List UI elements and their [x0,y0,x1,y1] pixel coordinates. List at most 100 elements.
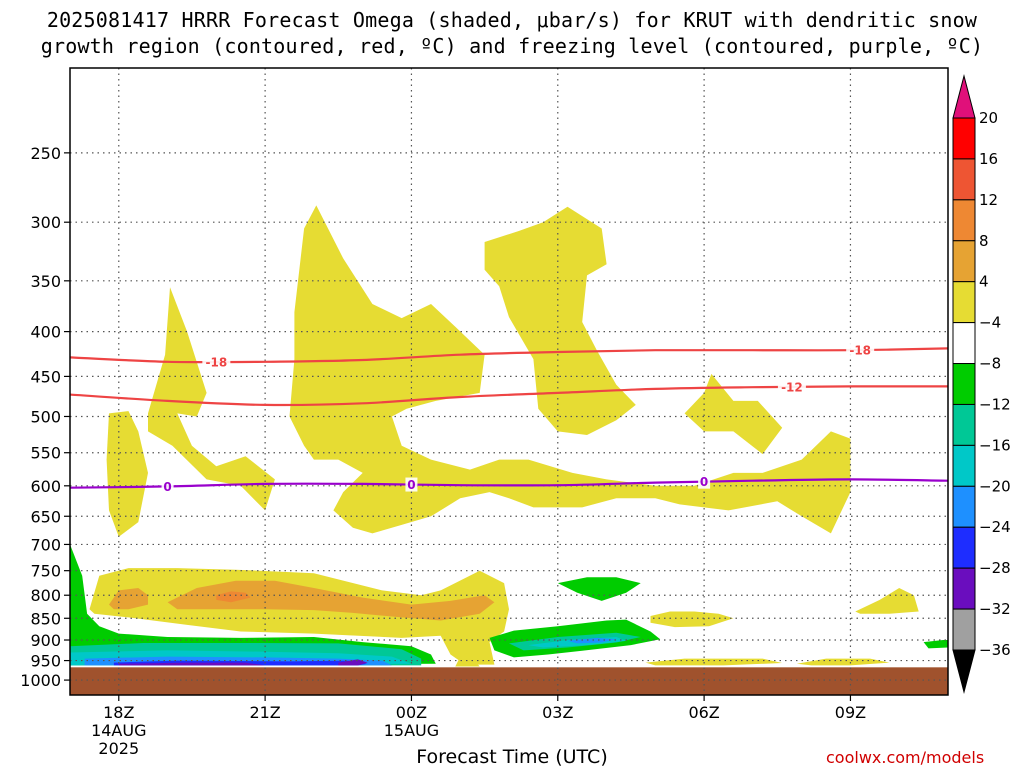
terrain-rect [70,667,948,695]
contour-label-bg-2-2 [698,474,711,489]
colorbar-swatch-4 [952,281,976,324]
omega-region-3 [484,206,636,435]
contour-label-2-2: 0 [700,475,708,489]
contour-label-bg-0-1 [846,342,875,357]
colorbar-label-4: 4 [979,273,989,291]
y-tick-label-600: 600 [30,477,61,496]
colorbar-swatch-1 [952,158,976,201]
colorbar-top-arrow [952,74,976,119]
y-tick-label-300: 300 [30,213,61,232]
colorbar: 20 16 12 8 4 −4 −8 −12 −16 −20 −24 −28 −32 −36 [952,74,1011,694]
x-tick-label-21Z-1: 21Z [249,703,280,722]
plot-frame [69,67,949,696]
grid-lines [70,68,948,695]
contour-label-bg-0-0 [202,354,231,369]
colorbar-label-8: −16 [979,436,1011,454]
colorbar-swatch-11 [952,567,976,610]
omega-region-17 [923,640,948,649]
colorbar-label-3: 8 [979,232,989,250]
y-tick-label-550: 550 [30,444,61,463]
contour-label-0-1: -18 [849,343,871,357]
contour-line-0 [69,347,949,364]
x-tick-label-18Z-2: 14AUG [91,721,146,740]
colorbar-label-1: 16 [979,150,998,168]
colorbar-swatch-0 [952,117,976,160]
colorbar-label-12: −32 [979,600,1011,618]
x-tick-label-03Z-1: 03Z [542,703,573,722]
omega-region-9 [796,658,890,666]
colorbar-swatch-6 [952,363,976,405]
y-tick-label-650: 650 [30,507,61,526]
contour-label-1-0: -12 [781,380,803,394]
y-tick-label-750: 750 [30,562,61,581]
omega-region-13 [455,652,480,667]
y-tick-label-900: 900 [30,631,61,650]
contour-lines: -18 -18 -12 0 0 0 [69,342,949,494]
colorbar-label-5: −4 [979,314,1001,332]
colorbar-label-9: −20 [979,477,1011,495]
contour-line-2 [69,478,949,489]
colorbar-label-7: −12 [979,395,1011,413]
colorbar-swatch-9 [952,485,976,528]
colorbar-label-6: −8 [979,355,1001,373]
omega-shading [70,205,948,667]
colorbar-swatch-8 [952,444,976,487]
omega-region-11 [167,580,495,621]
omega-region-12 [216,591,251,603]
colorbar-label-2: 12 [979,191,998,209]
y-tick-labels: 250 300 350 400 450 500 550 600 650 700 750 800 850 9… [20,144,70,690]
omega-region-16 [557,577,641,601]
x-tick-label-06Z-1: 06Z [688,703,719,722]
y-tick-label-500: 500 [30,407,61,426]
x-tick-label-00Z-2: 15AUG [384,721,439,740]
colorbar-label-13: −36 [979,641,1011,659]
x-tick-label-09Z-1: 09Z [835,703,866,722]
x-tick-label-18Z-1: 18Z [103,703,134,722]
y-tick-label-950: 950 [30,652,61,671]
colorbar-swatch-gray [952,608,976,651]
colorbar-swatch-7 [952,403,976,446]
y-tick-label-850: 850 [30,609,61,628]
omega-region-8 [645,658,783,666]
chart-title-line-2: growth region (contoured, red, ºC) and f… [40,34,984,58]
colorbar-label-0: 20 [979,109,998,127]
y-tick-label-400: 400 [30,323,61,342]
y-tick-label-350: 350 [30,272,61,291]
omega-region-2 [289,205,851,534]
colorbar-label-11: −28 [979,559,1011,577]
y-tick-label-450: 450 [30,367,61,386]
omega-region-1 [148,287,275,511]
colorbar-swatch-3 [952,240,976,283]
omega-region-25 [118,662,266,666]
omega-region-4 [684,373,783,455]
plot-border [69,67,949,696]
chart-title-line-1: 2025081417 HRRR Forecast Omega (shaded, … [46,8,978,32]
terrain-fill [70,667,948,695]
omega-region-6 [650,611,734,628]
contour-label-2-1: 0 [407,478,415,492]
credit-link[interactable]: coolwx.com/models [826,748,985,767]
omega-region-23 [567,637,617,644]
colorbar-swatch-2 [952,199,976,242]
colorbar-swatch-5 [952,322,976,365]
colorbar-swatch-10 [952,526,976,569]
x-tick-label-00Z-1: 00Z [396,703,427,722]
x-axis-label: Forecast Time (UTC) [416,746,608,768]
y-tick-label-250: 250 [30,144,61,163]
y-tick-label-1000: 1000 [20,671,61,690]
y-tick-label-800: 800 [30,586,61,605]
x-tick-label-18Z-3: 2025 [98,739,139,758]
omega-region-7 [855,588,919,614]
contour-label-0-0: -18 [205,355,227,369]
colorbar-label-10: −24 [979,518,1011,536]
contour-label-bg-2-0 [161,479,174,494]
omega-region-10 [109,588,148,610]
colorbar-bottom-arrow [952,649,976,694]
omega-region-26 [338,659,368,666]
contour-label-bg-1-0 [777,379,806,394]
contour-label-2-0: 0 [163,480,171,494]
y-tick-label-700: 700 [30,535,61,554]
contour-label-bg-2-1 [405,477,418,492]
